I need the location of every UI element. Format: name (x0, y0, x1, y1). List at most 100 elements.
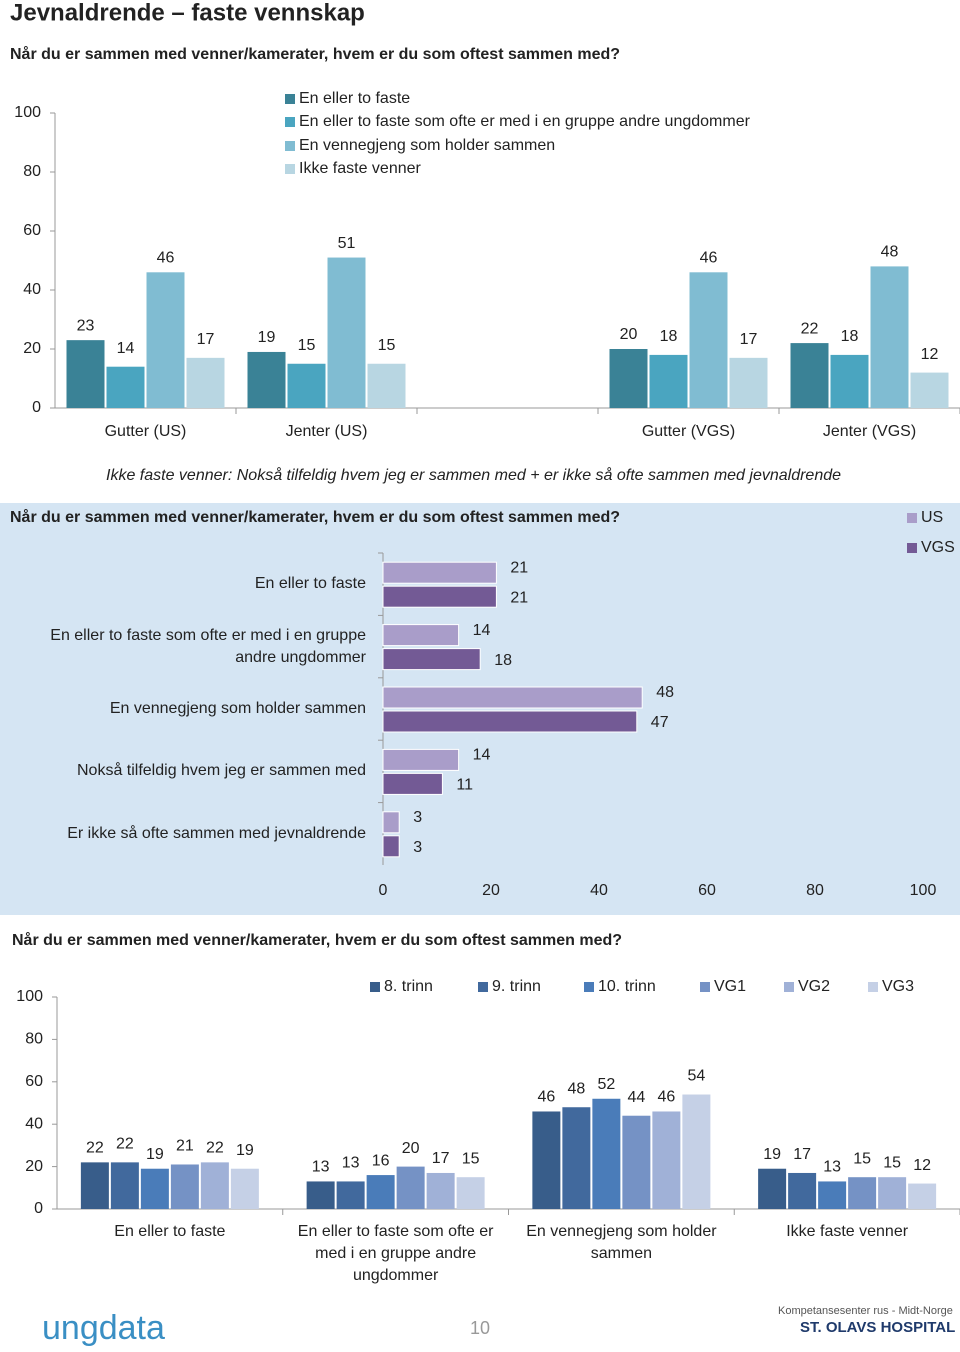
bar (790, 343, 829, 408)
y-tick-label: 100 (14, 104, 41, 121)
value-label: 13 (823, 1159, 841, 1176)
value-label: 48 (567, 1080, 585, 1097)
y-tick-label: 0 (34, 1200, 43, 1217)
value-label: 14 (473, 622, 491, 639)
x-tick-label: Jenter (US) (286, 423, 368, 440)
value-label: 16 (372, 1152, 390, 1169)
legend-swatch (478, 982, 488, 992)
value-label: 47 (651, 714, 669, 731)
legend-swatch (285, 117, 295, 127)
bar (382, 772, 443, 795)
value-label: 15 (298, 337, 316, 354)
bar (367, 363, 406, 408)
value-label: 3 (413, 839, 422, 856)
x-tick-label: Jenter (VGS) (823, 423, 916, 440)
bar (306, 1181, 335, 1209)
y-tick-label: En eller to faste som ofte er med i en g… (50, 626, 366, 666)
bar (382, 710, 638, 733)
bar (870, 266, 909, 408)
legend-label: VGS (921, 539, 955, 556)
legend-label: US (921, 509, 943, 526)
value-label: 19 (236, 1142, 254, 1159)
value-label: 17 (740, 331, 758, 348)
bar (456, 1177, 485, 1209)
legend-swatch (784, 982, 794, 992)
value-label: 18 (841, 328, 859, 345)
bar (622, 1115, 651, 1209)
value-label: 18 (494, 652, 512, 669)
value-label: 3 (413, 809, 422, 826)
bar (110, 1162, 139, 1209)
bar (382, 686, 643, 709)
value-label: 15 (853, 1150, 871, 1167)
legend-swatch (584, 982, 594, 992)
x-tick-label: 0 (379, 882, 388, 899)
y-tick-label: En eller to faste (254, 575, 366, 593)
y-tick-label: Nokså tilfeldig hvem jeg er sammen med (76, 762, 366, 780)
bar (382, 561, 497, 584)
logo-ungdata: ungdata (42, 1309, 165, 1347)
bar (170, 1164, 199, 1209)
legend-label: VG3 (882, 978, 914, 995)
value-label: 13 (312, 1159, 330, 1176)
bar (532, 1111, 561, 1209)
value-label: 23 (77, 317, 95, 334)
bar (788, 1172, 817, 1209)
x-tick-label: 100 (910, 882, 937, 899)
y-tick-label: 0 (32, 399, 41, 416)
legend-label: VG1 (714, 978, 746, 995)
value-label: 46 (657, 1089, 675, 1106)
y-tick-label: 100 (16, 988, 43, 1005)
bar (140, 1168, 169, 1209)
chart-title: Når du er sammen med venner/kamerater, h… (10, 508, 620, 526)
legend-label: En vennegjeng som holder sammen (299, 137, 555, 154)
value-label: 51 (338, 235, 356, 252)
x-tick-label: Gutter (VGS) (642, 423, 735, 440)
bar (287, 363, 326, 408)
value-label: 12 (921, 346, 939, 363)
bar (327, 257, 366, 408)
bar (592, 1098, 621, 1209)
legend-label: VG2 (798, 978, 830, 995)
value-label: 15 (378, 337, 396, 354)
chart-title: Når du er sammen med venner/kamerater, h… (10, 45, 620, 63)
bar (682, 1094, 711, 1209)
value-label: 21 (510, 559, 528, 576)
x-tick-label: 40 (590, 882, 608, 899)
logo-hospital: ST. OLAVS HOSPITAL (800, 1319, 955, 1336)
bar (689, 272, 728, 408)
bar (106, 366, 145, 408)
bar (146, 272, 185, 408)
page-title: Jevnaldrende – faste vennskap (10, 0, 365, 26)
y-tick-label: 20 (25, 1158, 43, 1175)
bar (80, 1162, 109, 1209)
legend-label: En eller to faste som ofte er med i en g… (299, 113, 751, 130)
legend-label: 9. trinn (492, 978, 541, 995)
legend-swatch (700, 982, 710, 992)
y-tick-label: Er ikke så ofte sammen med jevnaldrende (67, 824, 366, 842)
x-tick-label: En eller to faste (114, 1223, 226, 1240)
bar (382, 811, 400, 834)
bar (649, 354, 688, 408)
x-tick-label: En vennegjeng som holder sammen (526, 1223, 717, 1262)
bar (830, 354, 869, 408)
value-label: 19 (763, 1146, 781, 1163)
bar (230, 1168, 259, 1209)
logo-line: Kompetansesenter rus - Midt-Norge (778, 1305, 953, 1317)
bar (382, 748, 460, 771)
legend-swatch (370, 982, 380, 992)
value-label: 12 (913, 1157, 931, 1174)
bar (908, 1183, 937, 1209)
legend-label: 10. trinn (598, 978, 656, 995)
x-tick-label: En eller to faste som ofte er med i en g… (297, 1223, 494, 1284)
value-label: 17 (793, 1146, 811, 1163)
value-label: 14 (473, 747, 491, 764)
bar (382, 624, 460, 647)
y-tick-label: 80 (23, 163, 41, 180)
y-tick-label: 60 (25, 1073, 43, 1090)
legend-label: 8. trinn (384, 978, 433, 995)
legend-swatch (285, 164, 295, 174)
x-tick-label: Gutter (US) (105, 423, 187, 440)
bar (758, 1168, 787, 1209)
